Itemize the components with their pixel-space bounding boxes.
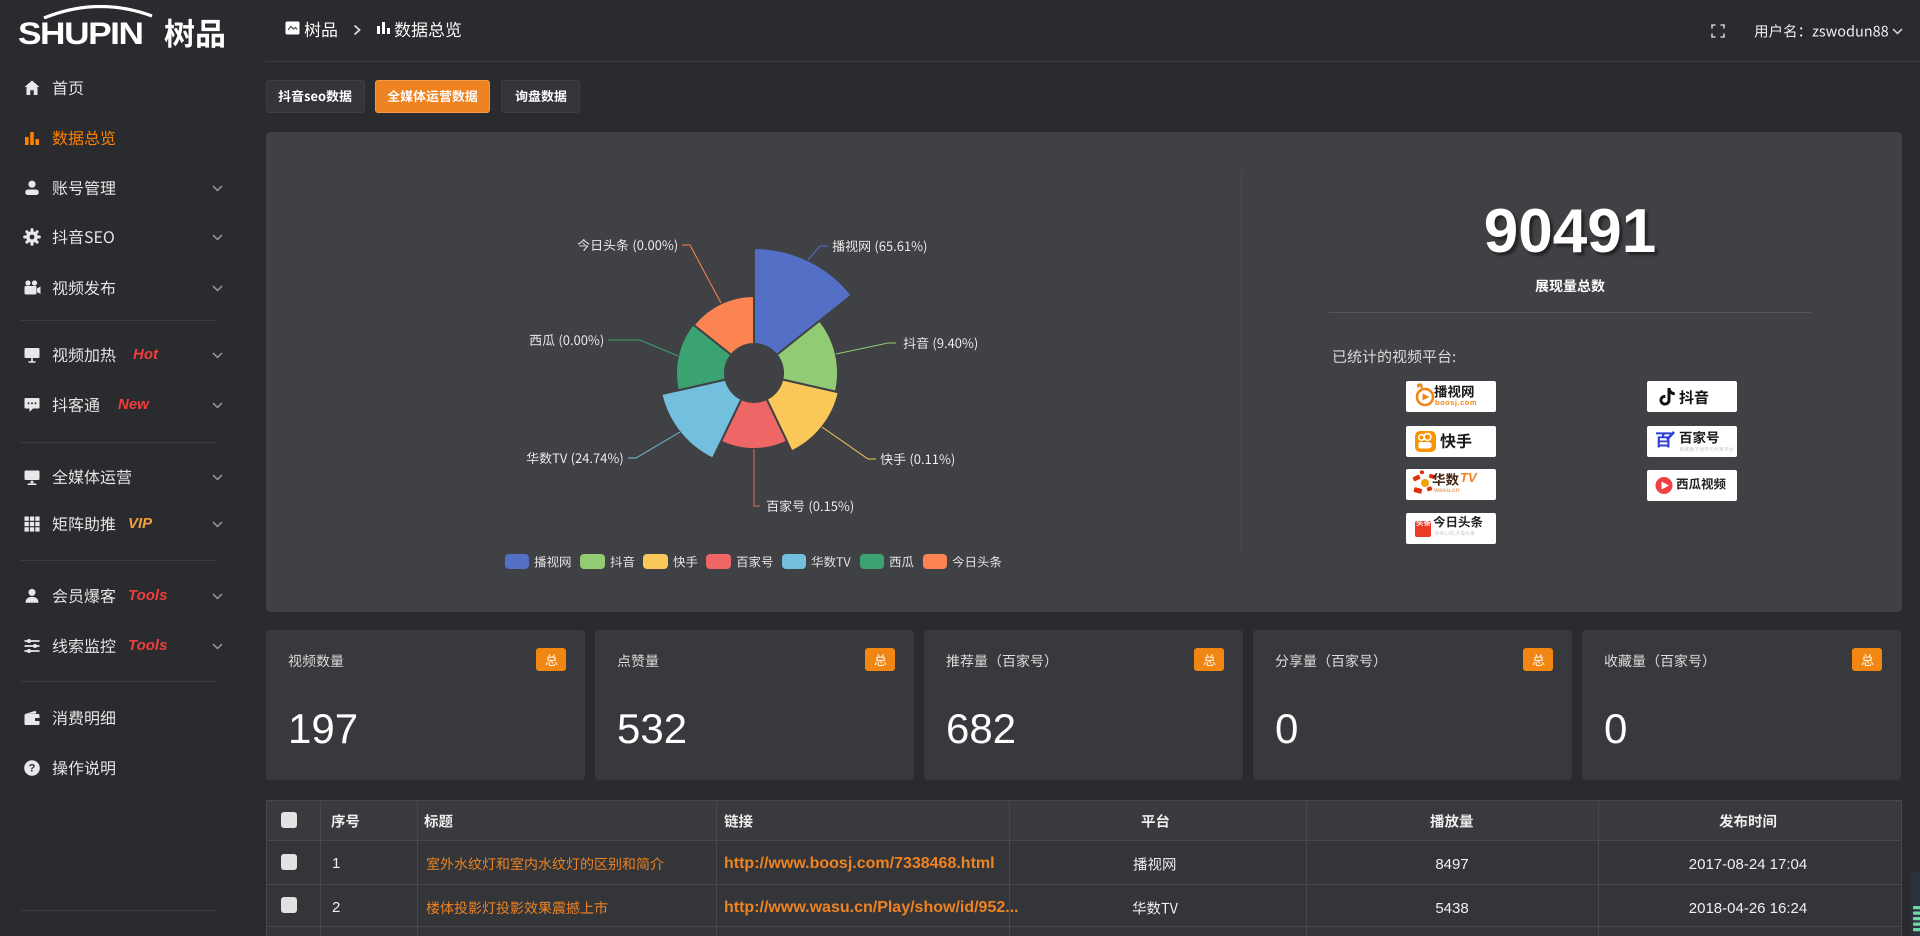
svg-text:?: ? xyxy=(29,763,36,775)
